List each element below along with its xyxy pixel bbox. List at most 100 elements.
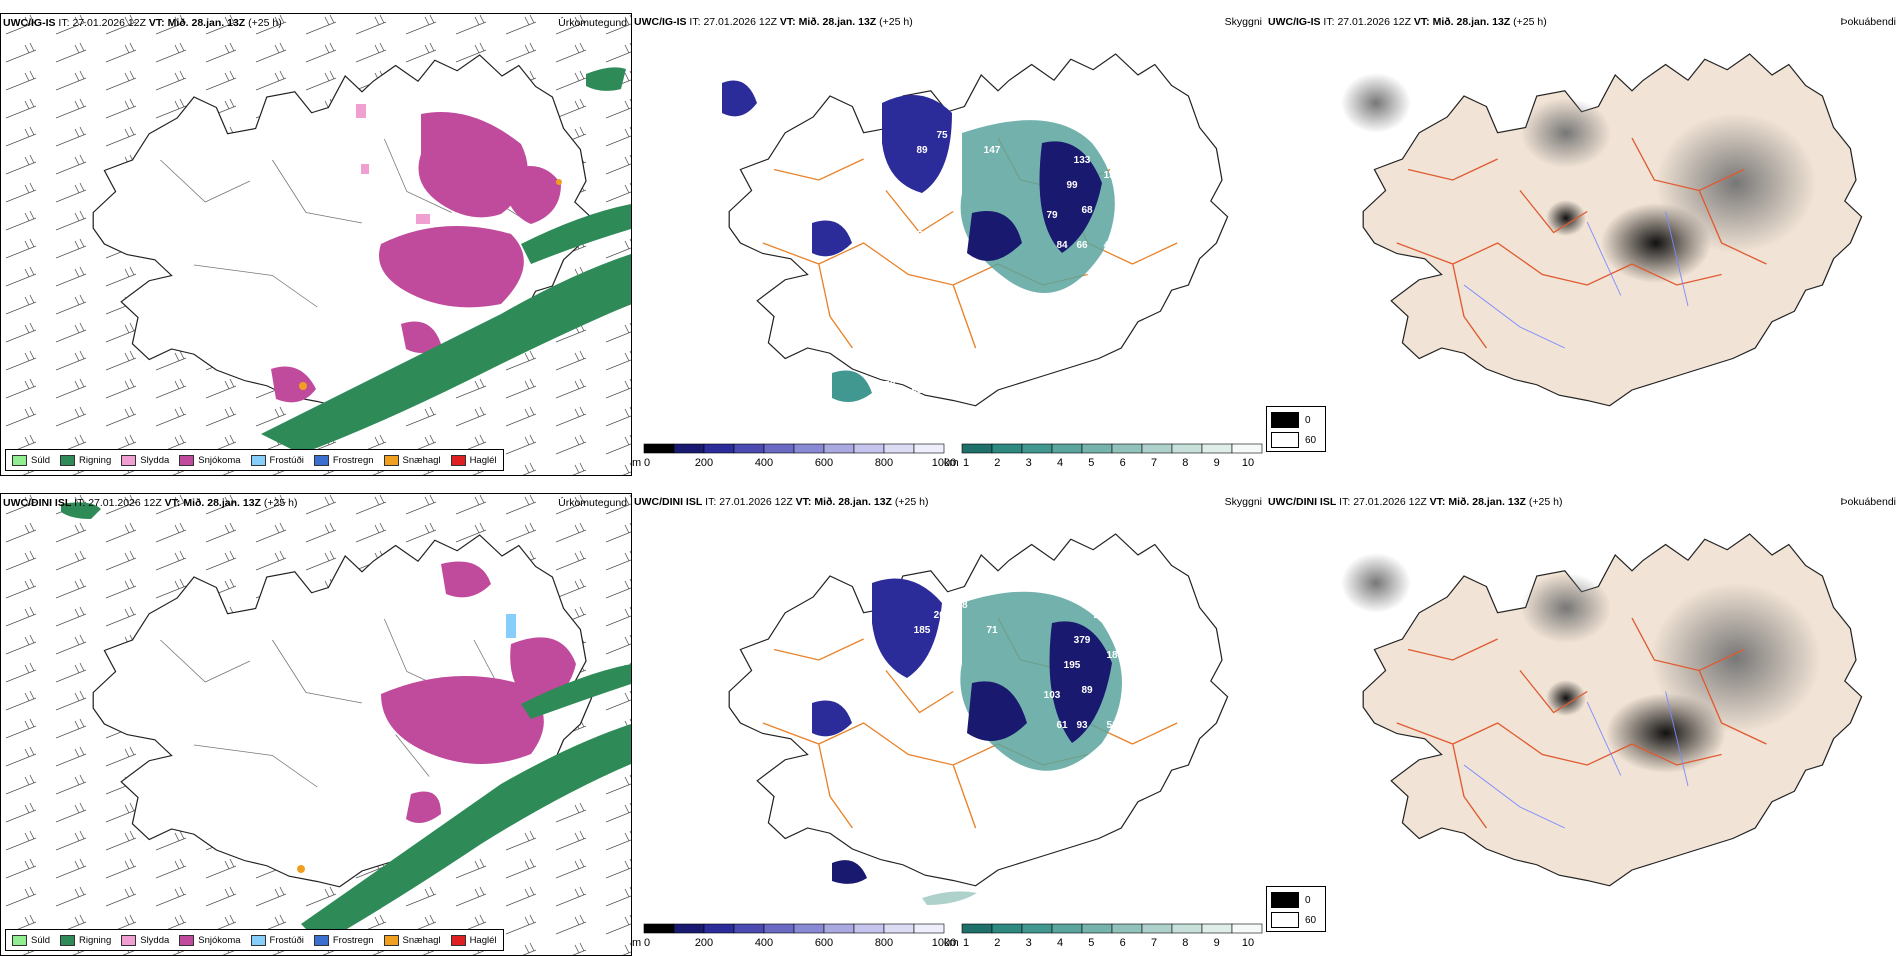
visibility-scale-swatch: [991, 443, 1023, 454]
visibility-scale-swatch: [1021, 443, 1053, 454]
visibility-value: 185: [914, 625, 931, 636]
legend-item-snjókoma: Snjókoma: [179, 454, 241, 466]
height-scale-tick: 1000: [932, 457, 956, 469]
visibility-value: 93: [911, 385, 923, 396]
height-scale-swatch: [673, 443, 705, 454]
height-scale-tick: 1000: [932, 937, 956, 949]
height-scale-swatch: [673, 923, 705, 934]
visibility-value: 270: [1134, 650, 1151, 661]
visibility-value: 210: [1094, 610, 1111, 621]
fog-map-top: [1341, 53, 1863, 407]
visibility-scale-swatch: [1171, 443, 1203, 454]
fog-map-bottom: [1341, 533, 1863, 887]
height-scale-tick: 600: [815, 457, 833, 469]
fog-legend-top: 0 60: [1266, 406, 1326, 452]
legend-item-haglél: Haglél: [450, 454, 497, 466]
visibility-value: 89: [1081, 685, 1093, 696]
precip-map-bottom: [1, 494, 631, 955]
height-scale-swatch: [823, 923, 855, 934]
fog-shading-bottom: [1341, 553, 1821, 773]
height-scale-swatch: [643, 923, 675, 934]
height-scale-unit: m: [632, 457, 641, 469]
precip-legend-top: Súld Rigning Slydda Snjókoma Frostúði Frostre…: [5, 449, 504, 471]
legend-swatch: [313, 454, 329, 466]
header-bottom-precip: UWC/DINI ISL IT: 27.01.2026 12Z VT: Mið.…: [3, 497, 298, 509]
visibility-value: 133: [1104, 170, 1121, 181]
fog-panel-bottom: UWC/DINI ISL IT: 27.01.2026 12Z VT: Mið.…: [1266, 493, 1900, 956]
visibility-scale-swatch: [991, 923, 1023, 934]
legend-label: Frostúði: [269, 934, 304, 946]
visibility-panel-top: 33 75 64 89 147 6 163 345 105 177 56 133 99 133 25 15 13…: [632, 13, 1266, 476]
visibility-scale-tick: 1: [963, 937, 969, 949]
visibility-scale-tick: 10: [1242, 457, 1254, 469]
visibility-scale-swatch: [1111, 443, 1143, 454]
visibility-value: 65: [911, 230, 923, 241]
visibility-value: 195: [1064, 660, 1081, 671]
fog-shading-top: [1341, 73, 1816, 283]
precip-title-top: Úrkomutegund: [558, 17, 627, 29]
visibility-scale-tick: 9: [1214, 937, 1220, 949]
visibility-shading-bottom: [812, 578, 1122, 905]
legend-item-rigning: Rigning: [60, 454, 112, 466]
height-scale-swatch: [733, 923, 765, 934]
visibility-scale-unit: km: [944, 457, 959, 469]
height-scale-tick: 800: [875, 937, 893, 949]
height-scale-swatch: [763, 443, 795, 454]
visibility-panel-bottom: 423 262 92 185 71 68 96 121 210 196 80 379 195 18 78 27…: [632, 493, 1266, 956]
visibility-scale-tick: 7: [1151, 937, 1157, 949]
legend-label: Rigning: [79, 454, 112, 466]
visibility-value: 222: [1164, 645, 1181, 656]
height-scale-tick: 0: [644, 457, 650, 469]
visibility-value: 147: [984, 145, 1001, 156]
visibility-scale-tick: 10: [1242, 937, 1254, 949]
visibility-title-top: Skyggni: [1224, 16, 1262, 28]
visibility-value: 66: [1076, 240, 1088, 251]
legend-item-frostregn: Frostregn: [313, 454, 374, 466]
legend-swatch: [179, 454, 195, 466]
fog-panel-top: UWC/IG-IS IT: 27.01.2026 12Z VT: Mið. 28…: [1266, 13, 1900, 476]
height-scale-swatch: [913, 443, 945, 454]
sleet-areas: [356, 104, 430, 224]
legend-label: Frostregn: [332, 454, 374, 466]
visibility-value: 71: [986, 625, 998, 636]
height-scale-tick: 200: [695, 457, 713, 469]
height-scale-swatch: [913, 923, 945, 934]
visibility-value: 6: [959, 120, 965, 131]
visibility-scale-tick: 4: [1057, 457, 1063, 469]
legend-swatch: [12, 934, 27, 946]
legend-swatch: [250, 454, 266, 466]
visibility-value: 93: [1076, 720, 1088, 731]
legend-label: Slydda: [140, 934, 170, 946]
height-scale-swatch: [883, 443, 915, 454]
visibility-value: 113: [1104, 305, 1121, 316]
visibility-scale-swatch: [1201, 443, 1233, 454]
visibility-value: 84: [1056, 240, 1068, 251]
visibility-value: 103: [1044, 690, 1061, 701]
visibility-value: 54: [1121, 320, 1133, 331]
visibility-value: 68: [1091, 755, 1103, 766]
visibility-scale-tick: 5: [1088, 457, 1094, 469]
legend-item-slydda: Slydda: [121, 934, 170, 946]
legend-label: Haglél: [469, 934, 497, 946]
height-scale-tick: 200: [695, 937, 713, 949]
visibility-scale-tick: 2: [994, 457, 1000, 469]
visibility-value: 101: [1149, 225, 1166, 236]
visibility-value: 68: [1081, 205, 1093, 216]
legend-item-slydda: Slydda: [121, 454, 169, 466]
precip-title-bottom: Úrkomutegund: [558, 497, 627, 509]
visibility-value: 63: [1121, 265, 1133, 276]
height-scale-tick: 400: [755, 937, 773, 949]
height-scale-swatch: [823, 443, 855, 454]
visibility-map-bottom: 423 262 92 185 71 68 96 121 210 196 80 379 195 18 7827…: [694, 533, 1229, 905]
visibility-value: 44: [1146, 745, 1158, 756]
visibility-scale-swatch: [1021, 923, 1053, 934]
visibility-scale-swatch: [961, 923, 993, 934]
height-scale-tick: 800: [875, 457, 893, 469]
legend-swatch: [313, 934, 329, 946]
visibility-scale-tick: 6: [1120, 937, 1126, 949]
visibility-value: 56: [1146, 135, 1158, 146]
height-scale-swatch: [703, 923, 735, 934]
fog-title-bottom: Þokuábendi: [1840, 496, 1896, 508]
header-bottom-fog: UWC/DINI ISL IT: 27.01.2026 12Z VT: Mið.…: [1268, 496, 1563, 508]
